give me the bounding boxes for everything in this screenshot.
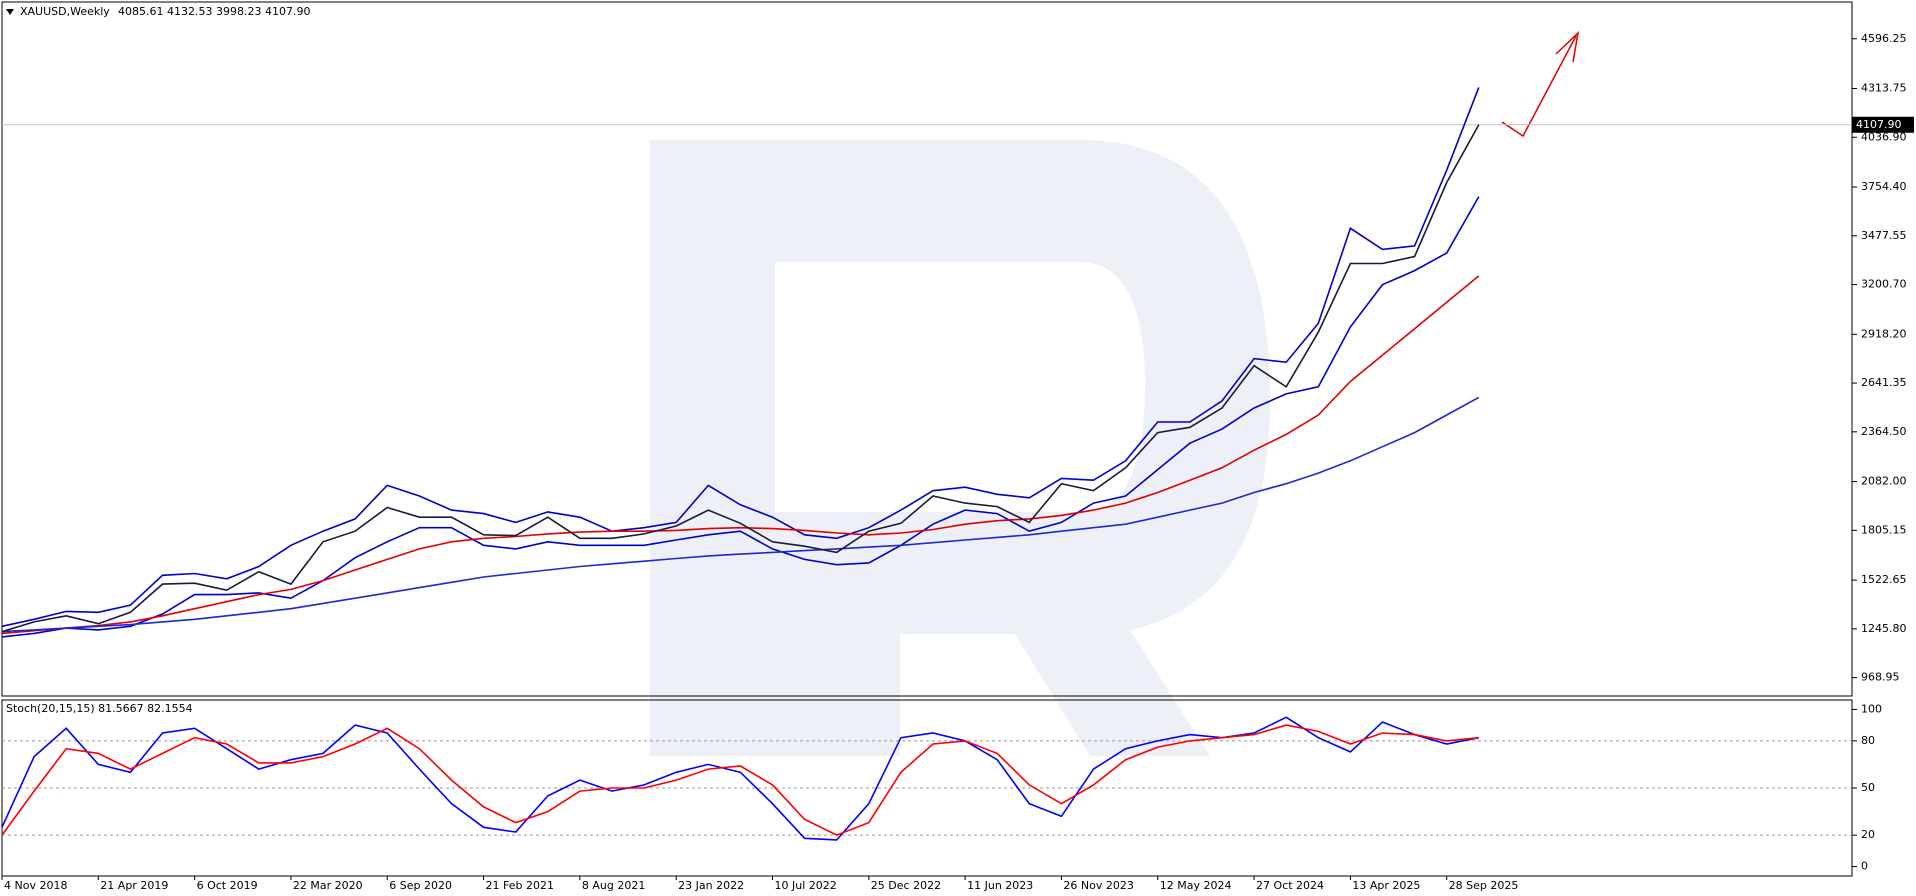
y-tick-label: 968.95 (1861, 671, 1900, 684)
series-line (1, 724, 1479, 836)
forecast-arrow (1501, 30, 1580, 138)
x-tick-label: 22 Mar 2020 (293, 879, 363, 892)
y-tick-label: 3477.55 (1861, 229, 1907, 242)
y-tick-label: 1245.80 (1861, 622, 1907, 635)
y-tick-label: 1805.15 (1861, 523, 1907, 536)
y-tick-label: 4596.25 (1861, 32, 1907, 45)
series-line (1, 275, 1480, 635)
x-tick-label: 28 Sep 2025 (1449, 879, 1519, 892)
y-tick-label: 4313.75 (1861, 82, 1907, 95)
arrow-line (1501, 35, 1577, 138)
y-tick-label: 1522.65 (1861, 573, 1907, 586)
y-tick-label: 2082.00 (1861, 475, 1907, 488)
x-tick-label: 12 May 2024 (1160, 879, 1232, 892)
series-line (1, 124, 1480, 633)
x-tick-label: 8 Aug 2021 (582, 879, 645, 892)
y-tick-label: 3754.40 (1861, 180, 1907, 193)
ohlc: 4085.61 4132.53 3998.23 4107.90 (118, 5, 310, 18)
y-tick-label: 80 (1861, 734, 1875, 747)
y-tick-label: 2364.50 (1861, 425, 1907, 438)
x-tick-label: 11 Jun 2023 (967, 879, 1033, 892)
series-line (1, 196, 1480, 638)
x-tick-label: 4 Nov 2018 (4, 879, 67, 892)
series-line (1, 87, 1480, 628)
logo (650, 140, 1270, 756)
arrow-head (1555, 30, 1580, 63)
y-tick-label: 2918.20 (1861, 327, 1907, 340)
y-tick-label: 50 (1861, 781, 1875, 794)
x-tick-label: 10 Jul 2022 (774, 879, 836, 892)
x-tick-label: 23 Jan 2022 (678, 879, 744, 892)
x-tick-label: 21 Feb 2021 (486, 879, 554, 892)
series-line (1, 396, 1480, 633)
y-tick-label: 20 (1861, 828, 1875, 841)
x-tick-label: 27 Oct 2024 (1256, 879, 1324, 892)
x-tick-label: 25 Dec 2022 (871, 879, 941, 892)
y-tick-label: 3200.70 (1861, 278, 1907, 291)
current-price-label: 4107.90 (1856, 118, 1902, 131)
x-tick-label: 13 Apr 2025 (1352, 879, 1420, 892)
price-pane (1, 1, 1853, 697)
indicator-title: Stoch(20,15,15) 81.5667 82.1554 (6, 702, 193, 715)
menu-icon (6, 9, 14, 15)
y-tick-label: 100 (1861, 702, 1882, 715)
x-tick-label: 26 Nov 2023 (1063, 879, 1133, 892)
x-tick-label: 6 Oct 2019 (197, 879, 258, 892)
watermark (650, 140, 1270, 756)
y-tick-label: 4036.90 (1861, 130, 1907, 143)
x-tick-label: 21 Apr 2019 (100, 879, 168, 892)
y-tick-label: 0 (1861, 860, 1868, 873)
x-tick-label: 6 Sep 2020 (389, 879, 452, 892)
chart-title: XAUUSD,Weekly (20, 5, 110, 18)
current-price-box (1852, 116, 1914, 133)
y-tick-label: 2641.35 (1861, 376, 1907, 389)
